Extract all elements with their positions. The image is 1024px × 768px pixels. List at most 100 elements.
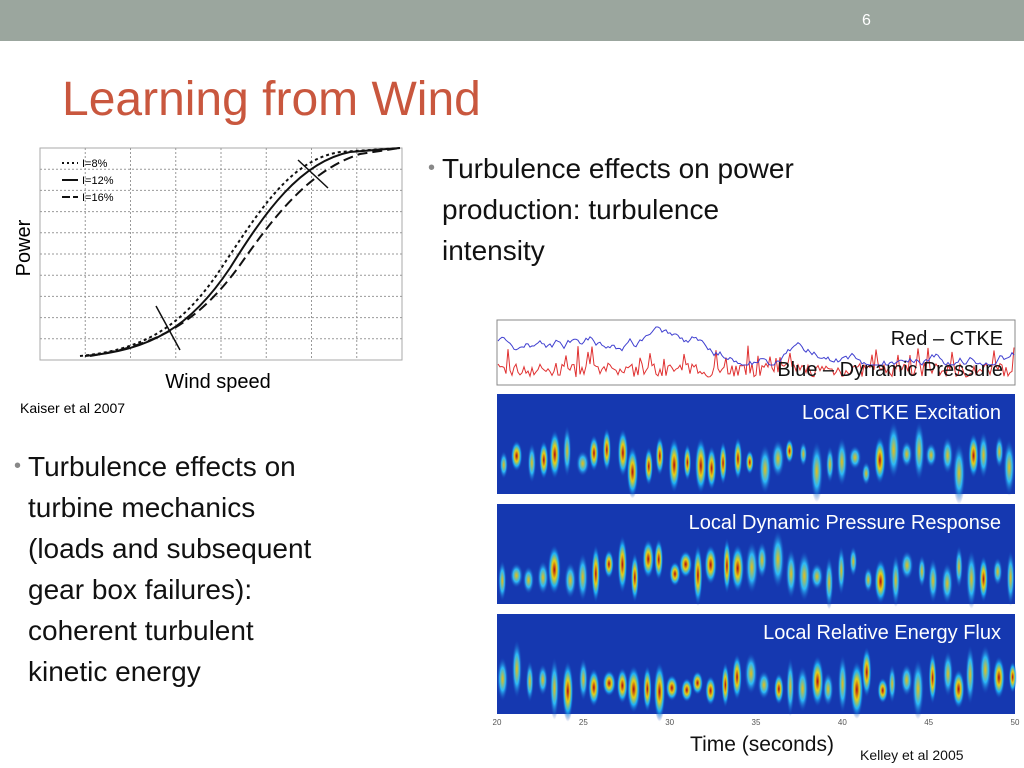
- x-tick-label: 40: [838, 718, 847, 727]
- wavelet-blob: [731, 653, 743, 701]
- x-axis-label: Time (seconds): [690, 733, 834, 756]
- wavelet-blob: [617, 535, 628, 594]
- wavelet-blob: [509, 562, 524, 589]
- wavelet-blob: [537, 560, 549, 595]
- wavelet-blob: [577, 552, 589, 602]
- signal-trace: [497, 345, 1015, 378]
- wavelet-blob: [1003, 438, 1016, 496]
- y-axis-label: Power: [13, 219, 35, 276]
- wavelet-blob: [873, 435, 886, 485]
- wavelet-blob: [877, 677, 889, 704]
- signal-label: Blue – Dynamic Pressure: [777, 359, 1003, 381]
- wavelet-blob: [722, 537, 732, 595]
- wavelet-blob: [965, 549, 978, 609]
- wavelet-blob: [992, 655, 1006, 700]
- wavelet-blob: [683, 443, 692, 482]
- wavelet-blob: [733, 436, 743, 481]
- wavelet-blob: [626, 665, 641, 714]
- bullet-text: intensity: [442, 235, 545, 266]
- wavelet-blob: [562, 424, 572, 478]
- wavelet-blob: [799, 441, 808, 467]
- wavelet-blob: [602, 669, 617, 697]
- wavelet-blob: [693, 544, 703, 607]
- wavelet-blob: [616, 667, 629, 704]
- x-tick-label: 20: [493, 718, 502, 727]
- wavelet-blob: [602, 427, 612, 473]
- wavelet-blob: [706, 445, 717, 491]
- wavelet-blob: [587, 667, 600, 708]
- wavelet-figure: Red – CTKE Blue – Dynamic Pressure Local…: [493, 319, 1020, 763]
- curve-8: [79, 147, 401, 357]
- wavelet-blob: [992, 557, 1003, 587]
- wavelet-blob: [564, 561, 577, 599]
- wavelet-blob: [757, 670, 771, 700]
- wavelet-blob: [952, 668, 965, 710]
- wavelet-blob: [548, 429, 561, 480]
- wavelet-blob: [900, 663, 913, 697]
- wavelet-blob: [824, 555, 834, 610]
- wavelet-blob: [848, 445, 862, 470]
- wavelet-blob: [538, 440, 549, 480]
- wavelet-blob: [642, 538, 655, 580]
- wavelet-blob: [644, 446, 654, 486]
- wavelet-blob: [849, 660, 864, 719]
- wavelet-blob: [575, 450, 590, 477]
- bullet-line: production: turbulence: [428, 189, 794, 230]
- wavelet-blob: [874, 558, 888, 605]
- wavelet-blob: [721, 661, 730, 709]
- bullet-text: turbine mechanics: [28, 492, 256, 523]
- bullet-text: gear box failures):: [28, 574, 253, 605]
- wavelet-blob: [979, 644, 992, 695]
- wavelet-blob: [810, 655, 825, 708]
- power-curve-figure: I=8% I=12% I=16% Power Wind speed Kaiser…: [13, 147, 403, 416]
- wavelet-blob: [978, 430, 989, 480]
- curve-16: [89, 147, 401, 357]
- wavelet-blob: [863, 566, 873, 593]
- bullet-text: kinetic energy: [28, 656, 201, 687]
- wavelet-blob: [1008, 660, 1017, 694]
- wavelet-blob: [941, 562, 954, 605]
- wavelet-blob: [891, 553, 901, 608]
- x-tick-label: 30: [665, 718, 674, 727]
- wavelet-blob: [822, 671, 834, 707]
- signal-trace: [497, 326, 1015, 366]
- wavelet-blob: [669, 561, 681, 587]
- x-tick-label: 45: [924, 718, 933, 727]
- wavelet-blob: [911, 658, 925, 720]
- bullet-line: • Turbulence effects on power: [428, 148, 794, 189]
- slide-title: Learning from Wind: [62, 73, 481, 126]
- wavelet-blob: [588, 434, 600, 472]
- caption: Kelley et al 2005: [860, 747, 964, 763]
- wavelet-blob: [825, 445, 835, 484]
- bullet-line: • Turbulence effects on: [14, 446, 311, 487]
- wavelet-blob: [797, 549, 812, 603]
- x-axis-label: Wind speed: [165, 371, 271, 393]
- wavelet-blob: [837, 545, 846, 596]
- wavelet-blob: [773, 672, 785, 706]
- wavelet-blob: [678, 550, 693, 579]
- bullet-line: intensity: [428, 230, 794, 271]
- bullet: • Turbulence effects on turbine mechanics (…: [14, 446, 311, 692]
- wavelet-blob: [836, 437, 848, 487]
- wavelet-blob: [497, 559, 507, 602]
- wavelet-blob: [771, 439, 785, 479]
- arrow: [297, 159, 329, 189]
- wavelet-blob: [810, 440, 824, 503]
- wavelet-blob: [1006, 549, 1015, 607]
- wavelet-blob: [561, 660, 574, 722]
- wavelet-blob: [680, 677, 693, 703]
- bullet-line: gear box failures):: [14, 569, 311, 610]
- caption: Kaiser et al 2007: [20, 400, 125, 416]
- x-tick-label: 50: [1011, 718, 1020, 727]
- bullet-line: turbine mechanics: [14, 487, 311, 528]
- legend-label: I=16%: [82, 192, 114, 204]
- wavelet-blob: [849, 545, 858, 578]
- signal-label: Red – CTKE: [891, 328, 1003, 350]
- wavelet-blob: [653, 661, 666, 722]
- wavelet-blob: [861, 461, 871, 486]
- wavelet-blob: [994, 435, 1004, 469]
- wavelet-blob: [668, 436, 681, 494]
- wavelet-blob: [925, 442, 937, 468]
- bullet-text: (loads and subsequent: [28, 533, 312, 564]
